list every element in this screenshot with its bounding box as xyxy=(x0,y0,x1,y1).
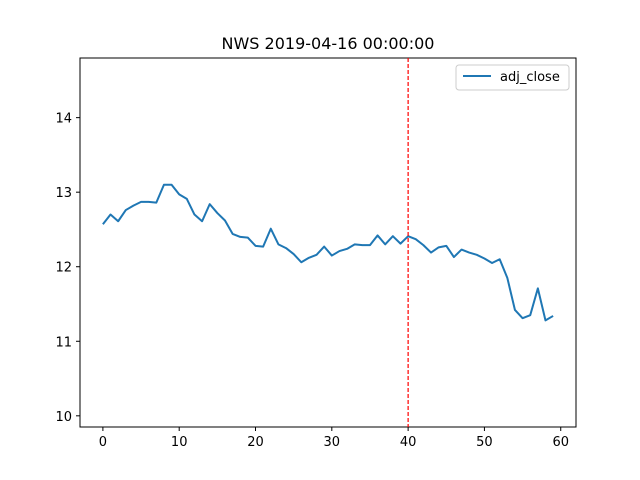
y-axis: 10 11 12 13 14 xyxy=(55,112,80,425)
x-tick-label: 60 xyxy=(552,435,569,450)
x-tick-label: 0 xyxy=(99,435,107,450)
legend: adj_close xyxy=(455,64,570,91)
x-tick-label: 10 xyxy=(171,435,188,450)
x-tick-label: 20 xyxy=(247,435,264,450)
series-lines xyxy=(102,58,554,427)
y-tick-label: 14 xyxy=(55,112,72,127)
plot-frame xyxy=(79,57,577,428)
y-tick-label: 10 xyxy=(55,410,72,425)
y-tick-label: 12 xyxy=(55,261,72,276)
legend-label: adj_close xyxy=(500,70,560,85)
series-line-adj_close xyxy=(102,183,554,322)
y-tick-label: 13 xyxy=(55,186,72,201)
y-tick-label: 11 xyxy=(55,335,72,350)
x-tick-label: 40 xyxy=(400,435,417,450)
plot-area: 0 10 20 30 40 50 60 10 11 12 13 14 adj_close xyxy=(55,57,577,450)
legend-box xyxy=(455,64,570,91)
x-tick-label: 30 xyxy=(324,435,341,450)
x-axis: 0 10 20 30 40 50 60 xyxy=(99,427,569,450)
chart-title: NWS 2019-04-16 00:00:00 xyxy=(222,34,435,53)
x-tick-label: 50 xyxy=(476,435,493,450)
